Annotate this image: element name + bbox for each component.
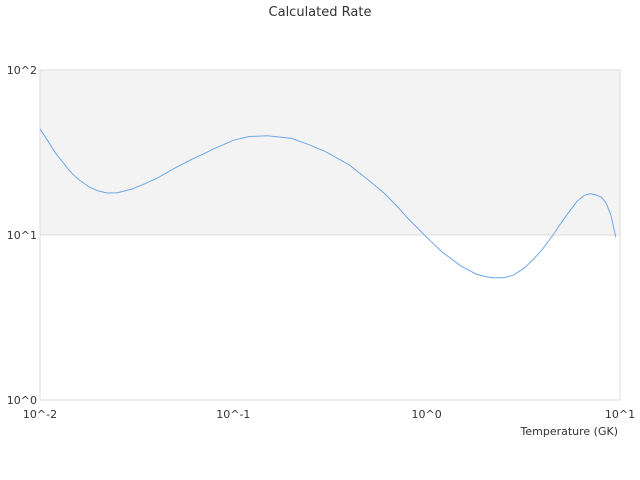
y-tick-label-0: 10^0: [7, 394, 37, 407]
x-tick-label-2: 10^0: [412, 408, 442, 421]
x-tick-label-0: 10^-2: [23, 408, 57, 421]
series-line-0: [39, 128, 617, 279]
x-tick-label-1: 10^-1: [216, 408, 250, 421]
plot-area: 10^0 10^1 10^2 10^-2 10^-1 10^0 10^1: [7, 64, 635, 421]
y-tick-label-2: 10^2: [7, 64, 37, 77]
chart-title: Calculated Rate: [269, 5, 372, 20]
plot-band: [40, 70, 620, 235]
x-axis-label: Temperature (GK): [520, 425, 619, 438]
y-tick-label-1: 10^1: [7, 229, 37, 242]
x-tick-label-3: 10^1: [605, 408, 635, 421]
